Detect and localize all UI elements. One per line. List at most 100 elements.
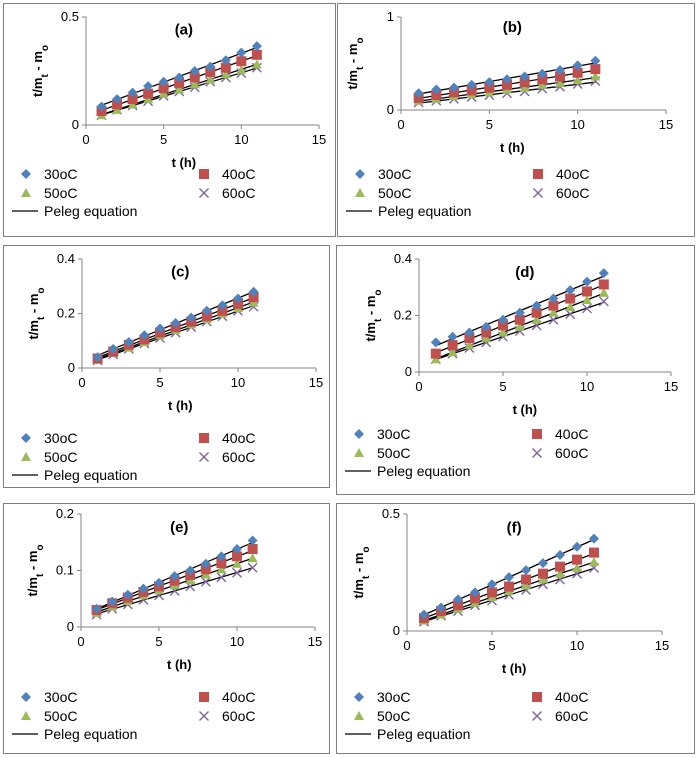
y-label-part: - m [363, 296, 378, 319]
data-point-s50 [555, 568, 565, 578]
legend-label-s40: 40oC [556, 166, 589, 182]
legend: 30oC 40oC 50oC 60oC Peleg equation [12, 689, 255, 742]
data-point-s40 [248, 292, 259, 303]
y-tick-label: 0.5 [61, 9, 79, 24]
data-point-s50 [514, 321, 525, 331]
legend-marker-s40 [532, 692, 542, 702]
chart-title: (e) [170, 519, 188, 536]
chart-title: (b) [503, 19, 522, 36]
legend-marker-s60 [533, 188, 543, 198]
legend-marker-s40 [533, 169, 543, 179]
legend-marker-s60 [532, 448, 542, 458]
data-point-s50 [582, 294, 592, 304]
data-point-s40 [232, 551, 242, 562]
legend-marker-s50 [355, 188, 365, 197]
cross-stroke [532, 711, 542, 721]
x-tick-label: 10 [570, 638, 584, 653]
data-point-s30 [217, 300, 228, 311]
data-point-s40 [504, 581, 514, 592]
y-tick-label: 0 [72, 117, 79, 132]
data-point-s40 [487, 587, 497, 598]
data-point-s40 [548, 300, 559, 311]
legend-label-s30: 30oC [44, 430, 77, 446]
data-point-s30 [598, 268, 609, 279]
x-axis-label: t (h) [167, 657, 192, 672]
data-point-s30 [484, 77, 495, 88]
data-point-s50 [555, 78, 565, 88]
data-point-s40 [555, 71, 565, 82]
legend-label-s60: 60oC [222, 449, 255, 465]
x-tick-label: 15 [312, 132, 326, 147]
legend-marker-s30 [354, 429, 364, 439]
data-point-s40 [514, 314, 525, 325]
chart-panel-f: 0 5 10 15 0 0.5 (f) t (h) t/mt - mo 30oC 40oC 50oC 6… [336, 503, 695, 754]
data-point-s30 [447, 331, 458, 342]
y-tick-label: 0 [393, 623, 400, 638]
y-axis-label: t/mt - mo [363, 289, 384, 341]
data-point-s30 [112, 94, 123, 105]
data-point-s50 [531, 314, 542, 324]
y-label-sub: o [373, 289, 384, 295]
data-point-s60 [548, 314, 559, 325]
y-label-sub: t [373, 318, 384, 322]
legend-label-s40: 40oC [222, 689, 255, 705]
data-point-s50 [205, 74, 216, 84]
data-point-s30 [413, 88, 424, 99]
x-tick-label: 0 [415, 379, 422, 394]
data-point-s30 [589, 533, 599, 544]
data-point-s60 [247, 562, 258, 573]
y-axis-label: t/mt - mo [345, 37, 366, 89]
data-point-s50 [236, 64, 247, 74]
x-tick-label: 5 [155, 634, 162, 649]
data-point-s40 [189, 72, 200, 83]
data-point-s30 [514, 307, 525, 318]
y-label-sub: t [361, 575, 372, 579]
y-tick-label: 0 [67, 619, 74, 634]
data-point-s30 [251, 41, 262, 52]
data-point-s30 [590, 55, 601, 66]
data-point-s50 [189, 78, 200, 88]
y-label-part: - m [26, 294, 41, 317]
data-point-s50 [565, 302, 576, 312]
series-s40 [96, 49, 262, 116]
data-point-s40 [589, 547, 599, 558]
data-point-s30 [466, 79, 477, 90]
data-point-s40 [127, 94, 138, 105]
y-tick-label: 0.2 [57, 306, 75, 321]
data-point-s50 [247, 553, 258, 563]
data-point-s30 [487, 579, 497, 590]
data-point-s30 [186, 312, 197, 323]
data-point-s50 [174, 84, 185, 94]
x-tick-label: 0 [397, 117, 404, 132]
legend-label-s50: 50oC [377, 445, 410, 461]
data-point-s30 [531, 300, 542, 311]
data-point-s30 [449, 82, 459, 93]
legend-label-fit: Peleg equation [377, 463, 470, 479]
y-tick-label: 0 [68, 360, 75, 375]
legend-label-s30: 30oC [377, 689, 410, 705]
data-point-s50 [537, 79, 548, 89]
x-tick-label: 5 [488, 638, 495, 653]
x-tick-label: 10 [230, 634, 244, 649]
legend-label-s40: 40oC [555, 426, 588, 442]
legend-marker-s60 [199, 188, 209, 198]
data-point-s40 [247, 544, 258, 555]
y-label-sub: t [36, 316, 47, 320]
y-label-sub: o [35, 544, 46, 550]
data-point-s30 [154, 577, 164, 588]
data-point-s40 [174, 77, 185, 88]
data-point-s40 [217, 305, 228, 316]
chart-title: (d) [515, 264, 534, 281]
data-point-s30 [138, 583, 149, 594]
series-s30 [430, 268, 609, 348]
legend-marker-s40 [199, 169, 209, 179]
data-point-s30 [127, 87, 138, 98]
y-tick-label: 0.4 [57, 251, 75, 266]
data-point-s40 [572, 554, 582, 565]
legend-marker-s30 [21, 692, 31, 702]
data-point-s40 [498, 320, 508, 331]
chart-panel-d: 0 5 10 15 0 0.2 0.4 (d) t (h) t/mt - mo 30oC 40oC 50… [336, 245, 695, 495]
data-point-s30 [481, 321, 492, 332]
legend: 30oC 40oC 50oC 60oC Peleg equation [346, 166, 589, 219]
legend-label-s30: 30oC [378, 166, 411, 182]
